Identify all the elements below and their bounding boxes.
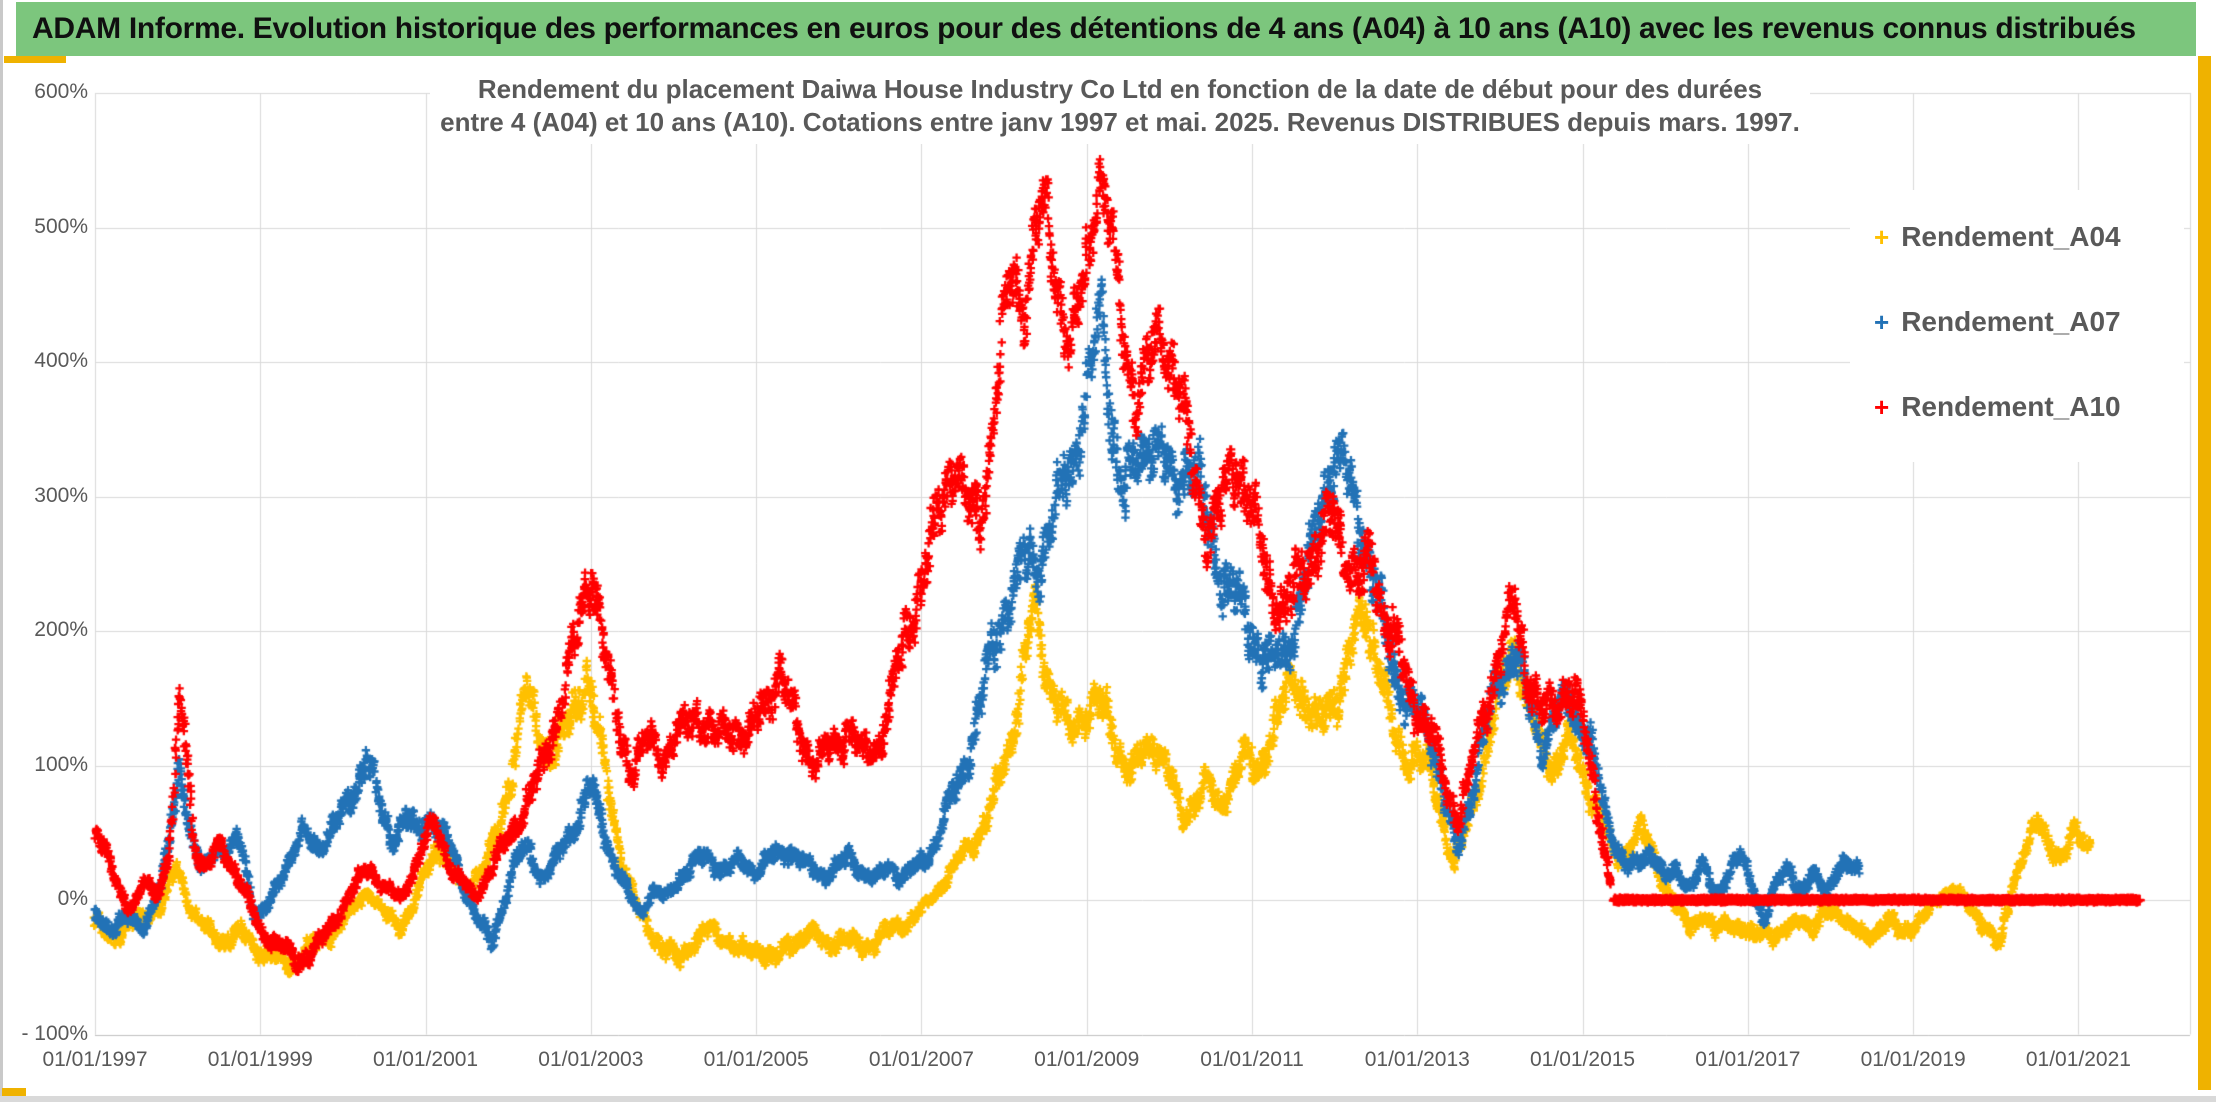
- plus-marker-icon: +: [1874, 392, 1890, 422]
- x-axis-tick-label: 01/01/2009: [1034, 1048, 1140, 1071]
- gold-accent-bottom-left: [2, 1088, 26, 1098]
- plus-marker-icon: +: [1874, 307, 1890, 337]
- legend-label: Rendement_A07: [1901, 306, 2121, 337]
- x-axis-tick-label: 01/01/2001: [373, 1048, 479, 1071]
- x-axis-tick-label: 01/01/2015: [1530, 1048, 1636, 1071]
- x-axis-tick-label: 01/01/2007: [868, 1048, 974, 1071]
- x-axis-tick-label: 01/01/2017: [1695, 1048, 1801, 1071]
- gold-accent-right: [2198, 56, 2211, 1090]
- x-axis-tick-label: 01/01/2021: [2025, 1048, 2131, 1071]
- x-axis-tick-label: 01/01/1999: [207, 1048, 313, 1071]
- chart-title-line2: entre 4 (A04) et 10 ans (A10). Cotations…: [440, 107, 1800, 137]
- y-axis-tick-label: 100%: [34, 752, 88, 776]
- legend-item-rendement_a04: + Rendement_A04: [1874, 210, 2121, 264]
- x-axis-tick-label: 01/01/2003: [538, 1048, 644, 1071]
- chart-title: Rendement du placement Daiwa House Indus…: [430, 60, 1810, 144]
- x-axis-tick-label: 01/01/2011: [1200, 1048, 1304, 1071]
- legend-label: Rendement_A10: [1901, 391, 2121, 422]
- x-axis-tick-label: 01/01/2013: [1364, 1048, 1470, 1071]
- window-bottom-edge: [0, 1096, 2216, 1102]
- y-axis-tick-label: 600%: [34, 80, 88, 103]
- y-axis-tick-label: 0%: [57, 887, 88, 910]
- x-axis-tick-label: 01/01/2019: [1860, 1048, 1966, 1071]
- legend: + Rendement_A04 + Rendement_A07 + Rendement_A…: [1850, 190, 2184, 462]
- y-axis-tick-label: - 100%: [21, 1021, 88, 1045]
- legend-item-rendement_a10: + Rendement_A10: [1874, 380, 2121, 434]
- banner-title: ADAM Informe. Evolution historique des p…: [16, 2, 2196, 56]
- chart-title-line1: Rendement du placement Daiwa House Indus…: [477, 74, 1763, 104]
- legend-item-rendement_a07: + Rendement_A07: [1874, 295, 2121, 349]
- plus-marker-icon: +: [1874, 222, 1890, 252]
- y-axis-tick-label: 300%: [34, 483, 88, 507]
- x-axis-tick-label: 01/01/2005: [703, 1048, 809, 1071]
- x-axis-tick-label: 01/01/1997: [42, 1048, 148, 1071]
- window-left-edge: [0, 0, 3, 1102]
- y-axis-tick-label: 400%: [34, 349, 88, 372]
- y-axis-tick-label: 200%: [34, 618, 88, 641]
- y-axis-tick-label: 500%: [34, 214, 88, 238]
- legend-label: Rendement_A04: [1901, 221, 2121, 252]
- gold-accent-top-left: [4, 56, 66, 63]
